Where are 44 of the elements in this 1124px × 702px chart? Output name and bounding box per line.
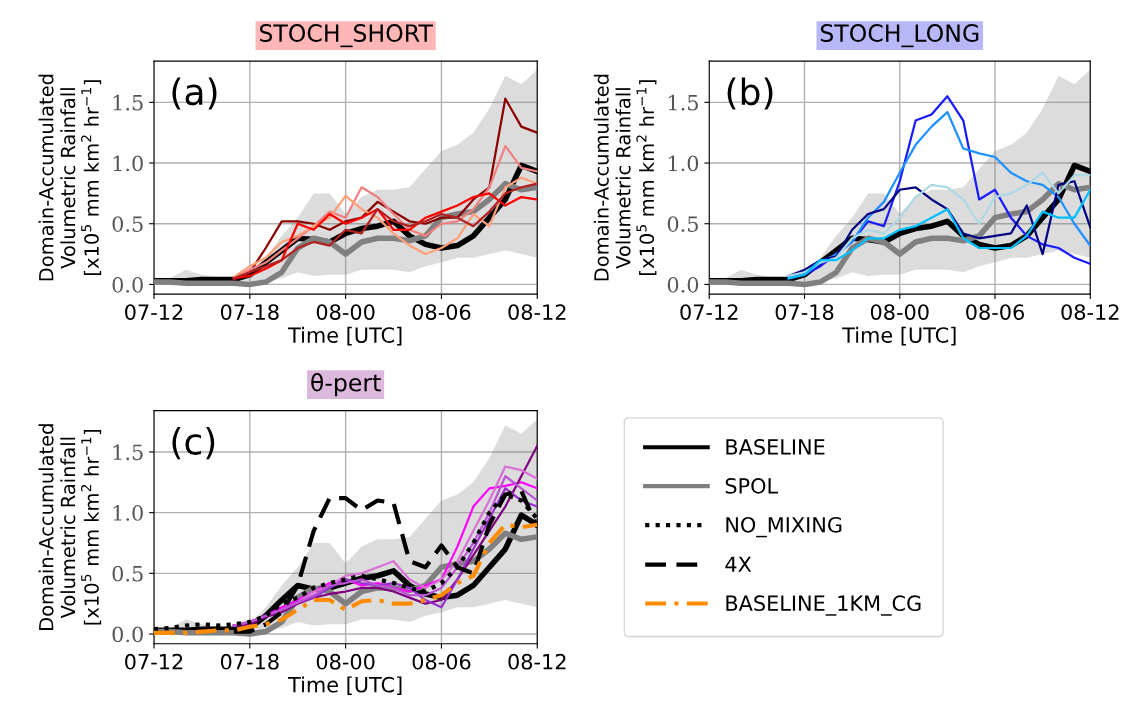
y-tick-label: 0.5 (112, 565, 143, 582)
x-tick-label: 07-18 (220, 304, 279, 320)
x-axis-title: Time [UTC] (287, 326, 402, 346)
x-tick-label: 08-00 (316, 304, 375, 320)
x-tick-label: 07-18 (220, 653, 279, 670)
chart-title: STOCH_SHORT (259, 24, 433, 48)
legend-label: SPOL (725, 478, 779, 494)
legend-label: BASELINE (726, 439, 825, 455)
y-tick-label: 1.5 (668, 94, 698, 111)
x-tick-label: 08-12 (1061, 304, 1119, 320)
y-tick-label: 0.5 (112, 216, 143, 232)
annotation: (c) (172, 427, 215, 460)
chart-title: θ-pert (311, 373, 381, 397)
y-tick-label: 0.0 (112, 276, 143, 293)
y-tick-label: 1.5 (113, 444, 143, 461)
x-tick-label: 08-06 (412, 304, 471, 320)
y-tick-label: 1.0 (113, 505, 143, 521)
text: Domain-Accumulated Volumetric Rainfall [x10$^{5}$ mm km$^{2}$ hr$^{−1}$] (38, 424, 102, 630)
x-tick-label: 08-06 (966, 304, 1024, 320)
annotation: (a) (172, 77, 217, 110)
x-tick-label: 07-18 (775, 304, 834, 320)
chart-title: STOCH_LONG (820, 24, 979, 48)
x-tick-label: 08-06 (412, 653, 471, 670)
legend-label: 4X (725, 556, 752, 572)
x-tick-label: 07-12 (125, 304, 183, 320)
y-tick-label: 0.0 (667, 276, 699, 293)
text: Domain-Accumulated Volumetric Rainfall [x10$^{5}$ mm km$^{2}$ hr$^{−1}$] (38, 74, 102, 281)
y-tick-label: 0.0 (112, 626, 143, 643)
x-tick-label: 07-12 (125, 653, 183, 670)
annotation: (b) (727, 77, 773, 110)
x-tick-label: 08-12 (508, 653, 566, 670)
legend-label: NO_MIXING (726, 516, 842, 538)
x-axis-title: Time [UTC] (287, 676, 402, 695)
x-tick-label: 08-00 (316, 653, 375, 670)
legend-label: BASELINE_1KM_CG (726, 595, 921, 616)
x-tick-label: 07-12 (680, 304, 738, 320)
x-tick-label: 08-00 (870, 304, 929, 320)
y-tick-label: 0.5 (667, 216, 698, 232)
x-tick-label: 08-12 (508, 304, 566, 320)
y-tick-label: 1.0 (668, 155, 699, 172)
x-axis-title: Time [UTC] (842, 326, 956, 346)
text: Domain-Accumulated Volumetric Rainfall [x10$^{5}$ mm km$^{2}$ hr$^{−1}$] (593, 74, 657, 281)
y-tick-label: 1.5 (113, 94, 143, 111)
y-tick-label: 1.0 (113, 155, 143, 172)
